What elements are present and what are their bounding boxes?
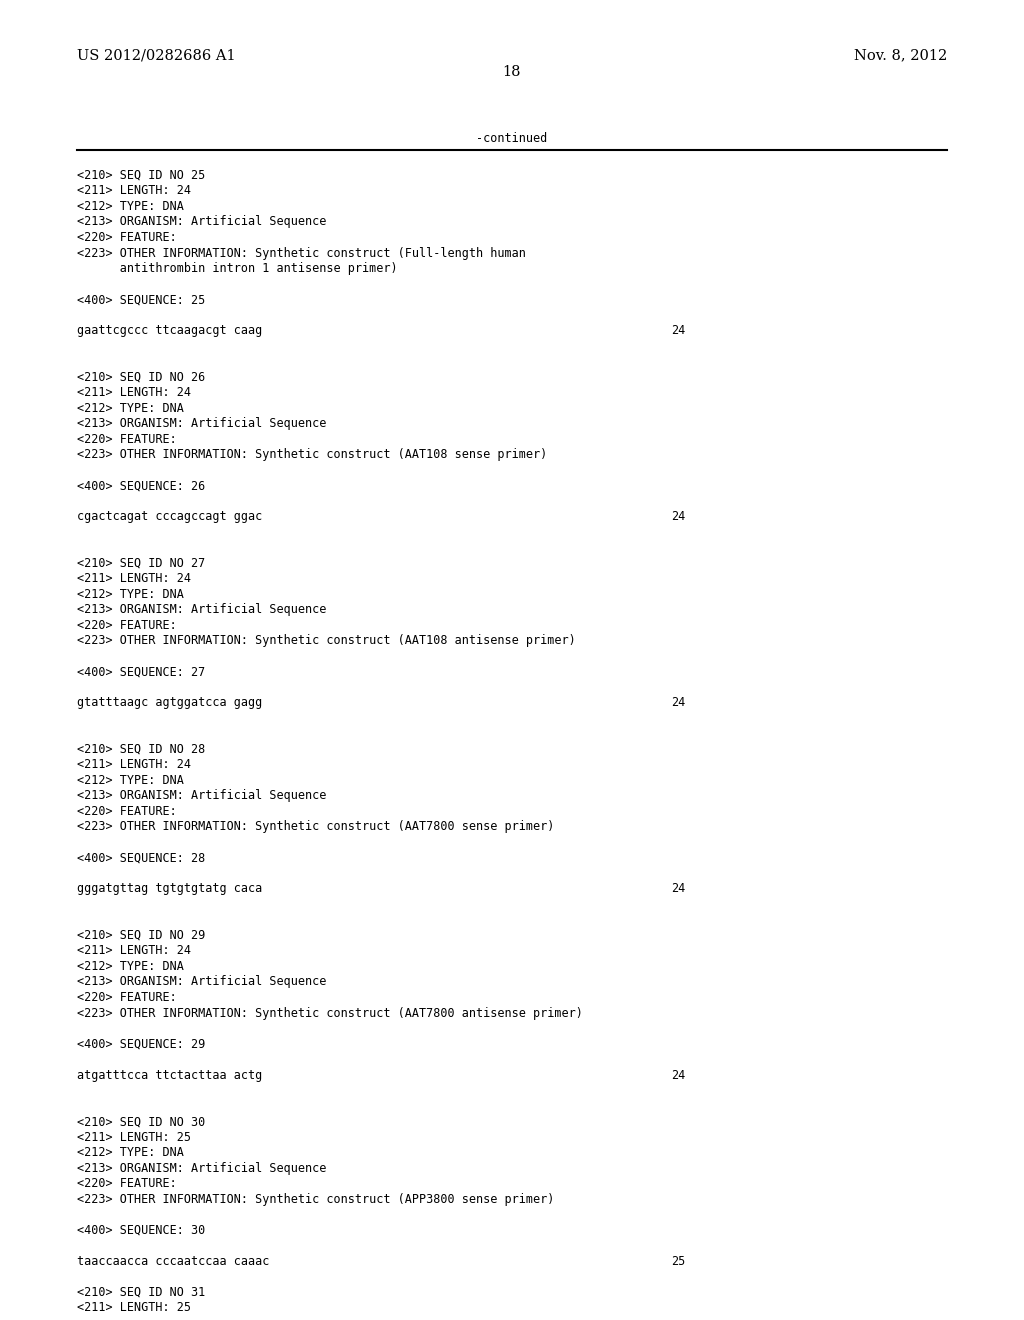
- Text: 24: 24: [671, 697, 685, 709]
- Text: <210> SEQ ID NO 30: <210> SEQ ID NO 30: [77, 1115, 205, 1129]
- Text: <210> SEQ ID NO 25: <210> SEQ ID NO 25: [77, 169, 205, 182]
- Text: antithrombin intron 1 antisense primer): antithrombin intron 1 antisense primer): [77, 263, 397, 275]
- Text: <223> OTHER INFORMATION: Synthetic construct (AAT7800 sense primer): <223> OTHER INFORMATION: Synthetic const…: [77, 821, 554, 833]
- Text: <220> FEATURE:: <220> FEATURE:: [77, 619, 176, 632]
- Text: <220> FEATURE:: <220> FEATURE:: [77, 433, 176, 446]
- Text: <213> ORGANISM: Artificial Sequence: <213> ORGANISM: Artificial Sequence: [77, 975, 327, 989]
- Text: 25: 25: [671, 1255, 685, 1267]
- Text: <213> ORGANISM: Artificial Sequence: <213> ORGANISM: Artificial Sequence: [77, 603, 327, 616]
- Text: gaattcgccc ttcaagacgt caag: gaattcgccc ttcaagacgt caag: [77, 325, 262, 337]
- Text: <400> SEQUENCE: 28: <400> SEQUENCE: 28: [77, 851, 205, 865]
- Text: 18: 18: [503, 65, 521, 79]
- Text: <223> OTHER INFORMATION: Synthetic construct (AAT108 sense primer): <223> OTHER INFORMATION: Synthetic const…: [77, 449, 547, 461]
- Text: <400> SEQUENCE: 25: <400> SEQUENCE: 25: [77, 293, 205, 306]
- Text: gtatttaagc agtggatcca gagg: gtatttaagc agtggatcca gagg: [77, 697, 262, 709]
- Text: US 2012/0282686 A1: US 2012/0282686 A1: [77, 49, 236, 62]
- Text: <223> OTHER INFORMATION: Synthetic construct (AAT7800 antisense primer): <223> OTHER INFORMATION: Synthetic const…: [77, 1007, 583, 1019]
- Text: <223> OTHER INFORMATION: Synthetic construct (APP3800 sense primer): <223> OTHER INFORMATION: Synthetic const…: [77, 1193, 554, 1205]
- Text: <212> TYPE: DNA: <212> TYPE: DNA: [77, 401, 183, 414]
- Text: <212> TYPE: DNA: <212> TYPE: DNA: [77, 774, 183, 787]
- Text: <212> TYPE: DNA: <212> TYPE: DNA: [77, 199, 183, 213]
- Text: <220> FEATURE:: <220> FEATURE:: [77, 231, 176, 244]
- Text: cgactcagat cccagccagt ggac: cgactcagat cccagccagt ggac: [77, 511, 262, 523]
- Text: <211> LENGTH: 24: <211> LENGTH: 24: [77, 185, 190, 198]
- Text: <211> LENGTH: 25: <211> LENGTH: 25: [77, 1302, 190, 1315]
- Text: <213> ORGANISM: Artificial Sequence: <213> ORGANISM: Artificial Sequence: [77, 789, 327, 803]
- Text: <210> SEQ ID NO 28: <210> SEQ ID NO 28: [77, 743, 205, 756]
- Text: <400> SEQUENCE: 27: <400> SEQUENCE: 27: [77, 665, 205, 678]
- Text: <211> LENGTH: 25: <211> LENGTH: 25: [77, 1131, 190, 1143]
- Text: <211> LENGTH: 24: <211> LENGTH: 24: [77, 573, 190, 585]
- Text: <210> SEQ ID NO 31: <210> SEQ ID NO 31: [77, 1286, 205, 1299]
- Text: <220> FEATURE:: <220> FEATURE:: [77, 1177, 176, 1191]
- Text: <211> LENGTH: 24: <211> LENGTH: 24: [77, 759, 190, 771]
- Text: <213> ORGANISM: Artificial Sequence: <213> ORGANISM: Artificial Sequence: [77, 417, 327, 430]
- Text: taaccaacca cccaatccaa caaac: taaccaacca cccaatccaa caaac: [77, 1255, 269, 1267]
- Text: 24: 24: [671, 325, 685, 337]
- Text: <213> ORGANISM: Artificial Sequence: <213> ORGANISM: Artificial Sequence: [77, 1162, 327, 1175]
- Text: <400> SEQUENCE: 30: <400> SEQUENCE: 30: [77, 1224, 205, 1237]
- Text: 24: 24: [671, 883, 685, 895]
- Text: 24: 24: [671, 1069, 685, 1081]
- Text: <212> TYPE: DNA: <212> TYPE: DNA: [77, 1146, 183, 1159]
- Text: -continued: -continued: [476, 132, 548, 145]
- Text: <210> SEQ ID NO 27: <210> SEQ ID NO 27: [77, 557, 205, 570]
- Text: <211> LENGTH: 24: <211> LENGTH: 24: [77, 945, 190, 957]
- Text: <220> FEATURE:: <220> FEATURE:: [77, 805, 176, 818]
- Text: <211> LENGTH: 24: <211> LENGTH: 24: [77, 387, 190, 399]
- Text: <210> SEQ ID NO 26: <210> SEQ ID NO 26: [77, 371, 205, 384]
- Text: <212> TYPE: DNA: <212> TYPE: DNA: [77, 587, 183, 601]
- Text: <210> SEQ ID NO 29: <210> SEQ ID NO 29: [77, 929, 205, 942]
- Text: <212> TYPE: DNA: <212> TYPE: DNA: [77, 960, 183, 973]
- Text: gggatgttag tgtgtgtatg caca: gggatgttag tgtgtgtatg caca: [77, 883, 262, 895]
- Text: <223> OTHER INFORMATION: Synthetic construct (Full-length human: <223> OTHER INFORMATION: Synthetic const…: [77, 247, 525, 260]
- Text: 24: 24: [671, 511, 685, 523]
- Text: <213> ORGANISM: Artificial Sequence: <213> ORGANISM: Artificial Sequence: [77, 215, 327, 228]
- Text: <400> SEQUENCE: 29: <400> SEQUENCE: 29: [77, 1038, 205, 1051]
- Text: Nov. 8, 2012: Nov. 8, 2012: [854, 49, 947, 62]
- Text: <400> SEQUENCE: 26: <400> SEQUENCE: 26: [77, 479, 205, 492]
- Text: atgatttcca ttctacttaa actg: atgatttcca ttctacttaa actg: [77, 1069, 262, 1081]
- Text: <220> FEATURE:: <220> FEATURE:: [77, 991, 176, 1005]
- Text: <223> OTHER INFORMATION: Synthetic construct (AAT108 antisense primer): <223> OTHER INFORMATION: Synthetic const…: [77, 635, 575, 647]
